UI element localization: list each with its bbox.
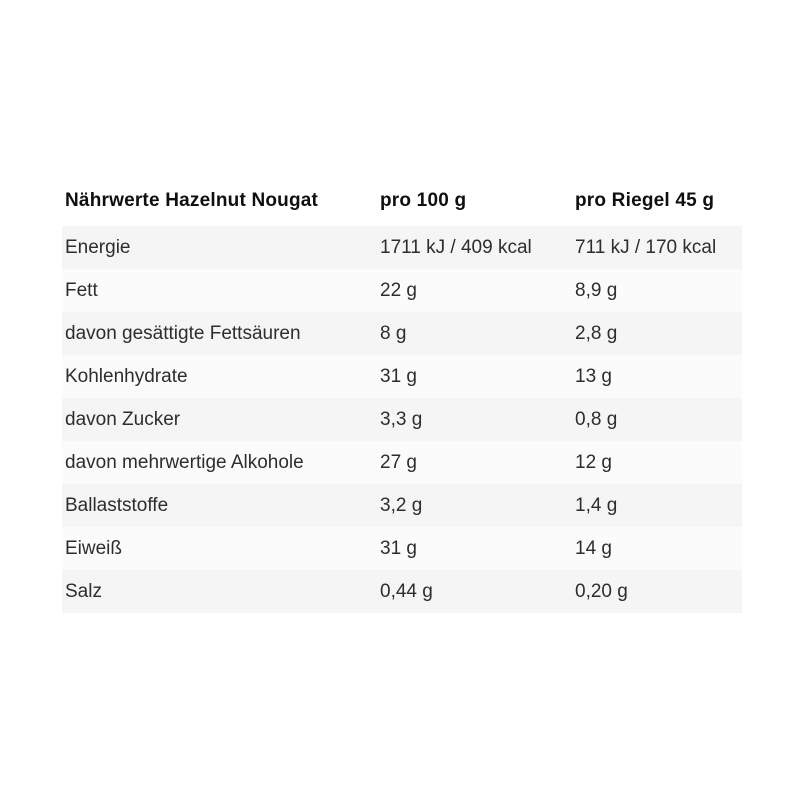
value-per-100g: 1711 kJ / 409 kcal	[380, 236, 532, 258]
value-per-riegel: 14 g	[575, 537, 612, 559]
column-header-per-100g: pro 100 g	[380, 190, 467, 211]
table-title: Nährwerte Hazelnut Nougat	[65, 190, 319, 211]
value-per-100g: 27 g	[380, 451, 417, 473]
value-per-riegel: 711 kJ / 170 kcal	[575, 236, 717, 258]
value-per-100g: 31 g	[380, 537, 417, 559]
value-per-riegel: 8,9 g	[575, 279, 618, 301]
nutrition-table: Nährwerte Hazelnut Nougat pro 100 g pro …	[62, 180, 742, 613]
row-label: Salz	[65, 580, 102, 602]
table-row-gesaettigte-fettsaeuren: davon gesättigte Fettsäuren 8 g 2,8 g	[62, 312, 742, 355]
table-row-mehrwertige-alkohole: davon mehrwertige Alkohole 27 g 12 g	[62, 441, 742, 484]
value-per-riegel: 13 g	[575, 365, 612, 387]
row-label: davon gesättigte Fettsäuren	[65, 322, 301, 344]
row-label: Kohlenhydrate	[65, 365, 188, 387]
column-header-per-riegel: pro Riegel 45 g	[575, 190, 715, 211]
table-row-zucker: davon Zucker 3,3 g 0,8 g	[62, 398, 742, 441]
row-label: davon mehrwertige Alkohole	[65, 451, 304, 473]
table-row-ballaststoffe: Ballaststoffe 3,2 g 1,4 g	[62, 484, 742, 527]
row-label: davon Zucker	[65, 408, 181, 430]
row-label: Fett	[65, 279, 98, 301]
value-per-100g: 3,2 g	[380, 494, 423, 516]
value-per-100g: 22 g	[380, 279, 417, 301]
table-body: Energie 1711 kJ / 409 kcal 711 kJ / 170 …	[62, 226, 742, 613]
value-per-riegel: 1,4 g	[575, 494, 618, 516]
value-per-riegel: 0,20 g	[575, 580, 628, 602]
value-per-riegel: 12 g	[575, 451, 612, 473]
value-per-riegel: 0,8 g	[575, 408, 618, 430]
table-header-row: Nährwerte Hazelnut Nougat pro 100 g pro …	[62, 180, 742, 222]
table-row-kohlenhydrate: Kohlenhydrate 31 g 13 g	[62, 355, 742, 398]
table-row-energie: Energie 1711 kJ / 409 kcal 711 kJ / 170 …	[62, 226, 742, 269]
value-per-100g: 0,44 g	[380, 580, 433, 602]
value-per-100g: 8 g	[380, 322, 407, 344]
table-row-fett: Fett 22 g 8,9 g	[62, 269, 742, 312]
table-row-salz: Salz 0,44 g 0,20 g	[62, 570, 742, 613]
value-per-100g: 31 g	[380, 365, 417, 387]
row-label: Ballaststoffe	[65, 494, 169, 516]
value-per-riegel: 2,8 g	[575, 322, 618, 344]
row-label: Energie	[65, 236, 131, 258]
value-per-100g: 3,3 g	[380, 408, 423, 430]
table-row-eiweiss: Eiweiß 31 g 14 g	[62, 527, 742, 570]
row-label: Eiweiß	[65, 537, 123, 559]
